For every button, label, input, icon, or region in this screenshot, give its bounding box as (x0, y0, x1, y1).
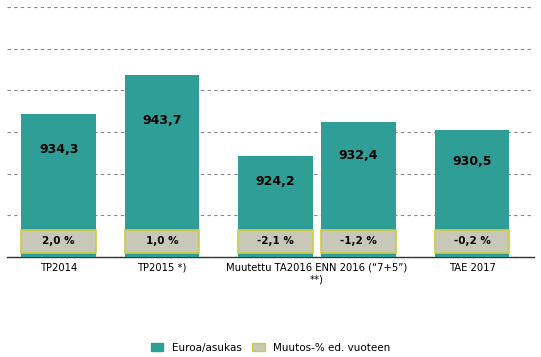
Bar (239, 230, 313, 253)
Text: 943,7: 943,7 (142, 114, 182, 127)
Text: 924,2: 924,2 (256, 175, 295, 188)
Bar (435, 130, 509, 257)
Text: -0,2 %: -0,2 % (453, 236, 491, 246)
Bar (239, 156, 313, 257)
Text: 932,4: 932,4 (339, 149, 378, 162)
Text: 2,0 %: 2,0 % (42, 236, 75, 246)
Bar (22, 114, 96, 257)
Text: 930,5: 930,5 (452, 155, 492, 168)
Text: 1,0 %: 1,0 % (146, 236, 179, 246)
Bar (435, 230, 509, 253)
Bar (125, 230, 199, 253)
Text: -2,1 %: -2,1 % (257, 236, 294, 246)
Bar (22, 230, 96, 253)
Text: 934,3: 934,3 (39, 143, 78, 156)
Bar (321, 230, 395, 253)
Bar (321, 122, 395, 257)
Text: -1,2 %: -1,2 % (340, 236, 377, 246)
Legend: Euroa/asukas, Muutos-% ed. vuoteen: Euroa/asukas, Muutos-% ed. vuoteen (147, 338, 394, 357)
Bar (125, 75, 199, 257)
